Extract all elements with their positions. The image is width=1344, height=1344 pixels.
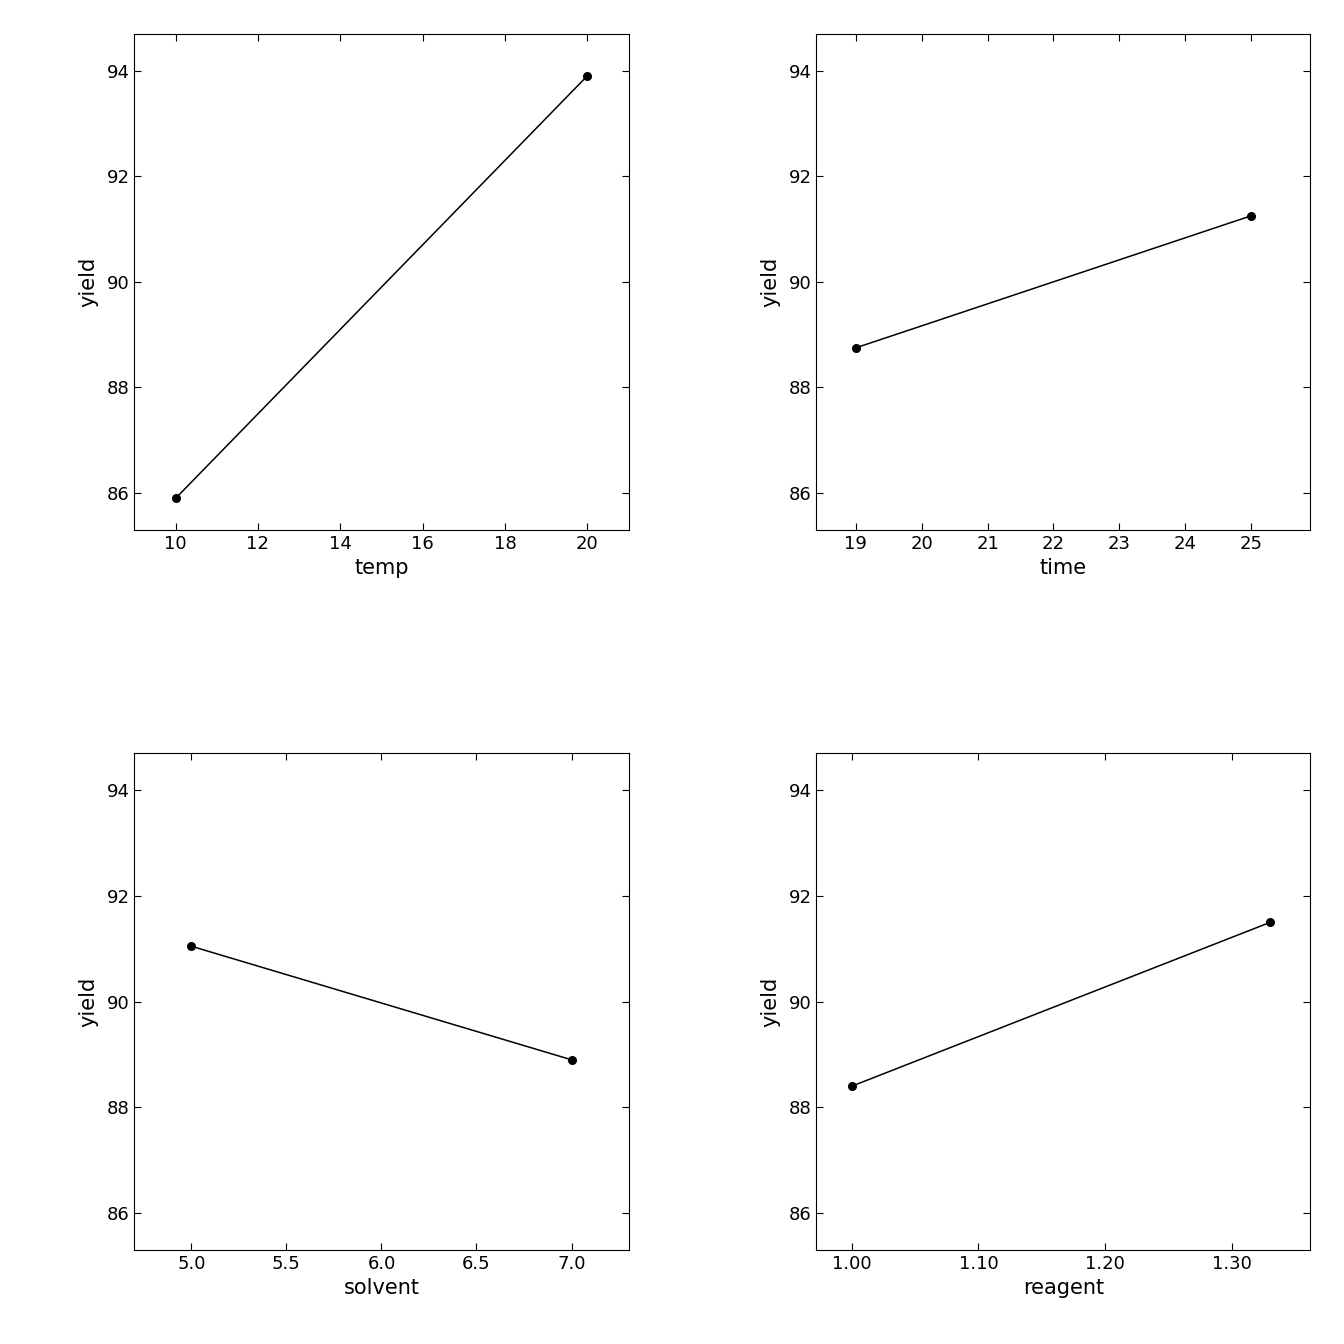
X-axis label: reagent: reagent xyxy=(1023,1278,1103,1298)
X-axis label: solvent: solvent xyxy=(344,1278,419,1298)
X-axis label: time: time xyxy=(1040,559,1087,578)
Y-axis label: yield: yield xyxy=(78,257,98,306)
Y-axis label: yield: yield xyxy=(78,977,98,1027)
Y-axis label: yield: yield xyxy=(761,257,780,306)
X-axis label: temp: temp xyxy=(355,559,409,578)
Y-axis label: yield: yield xyxy=(761,977,780,1027)
